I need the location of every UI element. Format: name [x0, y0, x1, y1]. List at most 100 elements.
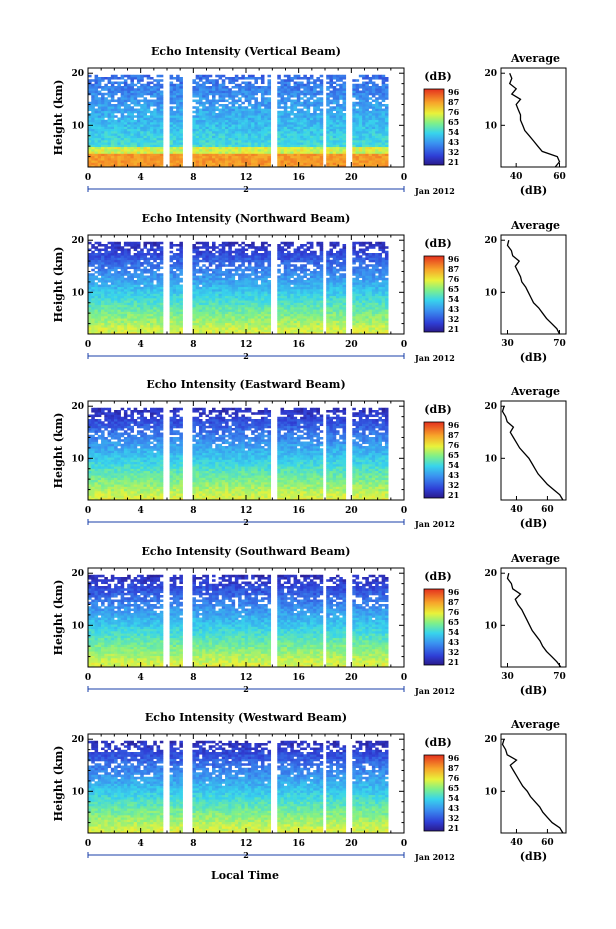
heatmap-cell	[192, 160, 196, 163]
heatmap-cell	[133, 271, 138, 274]
heatmap-cell	[94, 160, 99, 163]
heatmap-cell	[384, 90, 389, 94]
heatmap-cell	[114, 307, 118, 310]
heatmap-cell	[156, 264, 161, 267]
heatmap-cell	[123, 253, 128, 256]
heatmap-cell	[267, 104, 272, 107]
heatmap-cell	[254, 262, 258, 265]
heatmap-cell	[117, 149, 121, 152]
heatmap-cell	[257, 293, 262, 297]
heatmap-cell	[303, 99, 307, 103]
heatmap-cell	[107, 309, 112, 312]
heatmap-cell	[140, 255, 144, 258]
heatmap-cell	[130, 106, 134, 109]
heatmap-cell	[365, 117, 369, 121]
heatmap-cell	[319, 115, 324, 118]
heatmap-cell	[91, 286, 95, 290]
heatmap-cell	[159, 298, 164, 301]
heatmap-cell	[257, 119, 262, 123]
heatmap-cell	[146, 153, 151, 157]
heatmap-cell	[254, 128, 258, 132]
heatmap-cell	[179, 304, 183, 308]
heatmap-cell	[110, 126, 115, 130]
heatmap-cell	[159, 262, 164, 265]
heatmap-cell	[293, 131, 298, 134]
heatmap-cell	[355, 122, 360, 125]
heatmap-cell	[228, 298, 232, 301]
heatmap-cell	[140, 137, 144, 141]
heatmap-cell	[104, 97, 108, 100]
heatmap-cell	[221, 115, 226, 118]
heatmap-cell	[198, 275, 203, 279]
heatmap-cell	[378, 88, 382, 91]
heatmap-cell	[150, 135, 154, 139]
heatmap-cell	[127, 162, 131, 166]
heatmap-cell	[362, 131, 366, 134]
heatmap-cell	[107, 257, 112, 261]
heatmap-cell	[225, 284, 229, 288]
heatmap-cell	[375, 83, 379, 87]
heatmap-cell	[238, 311, 242, 315]
heatmap-cell	[316, 79, 320, 82]
heatmap-cell	[293, 106, 298, 109]
heatmap-cell	[277, 110, 281, 114]
heatmap-cell	[195, 271, 200, 274]
heatmap-cell	[247, 264, 252, 267]
heatmap-cell	[234, 140, 239, 143]
heatmap-cell	[114, 257, 118, 261]
heatmap-cell	[153, 289, 157, 292]
heatmap-cell	[97, 101, 102, 105]
heatmap-cell	[267, 101, 272, 105]
heatmap-cell	[146, 88, 151, 91]
heatmap-cell	[114, 300, 118, 303]
heatmap-cell	[371, 133, 376, 136]
heatmap-cell	[362, 108, 366, 112]
heatmap-cell	[212, 126, 216, 130]
heatmap-cell	[247, 119, 252, 123]
heatmap-cell	[355, 101, 360, 105]
heatmap-cell	[143, 104, 148, 107]
heatmap-cell	[241, 160, 245, 163]
heatmap-cell	[332, 101, 337, 105]
heatmap-cell	[94, 327, 99, 330]
heatmap-cell	[225, 119, 229, 123]
heatmap-cell	[97, 122, 102, 125]
heatmap-cell	[94, 300, 99, 303]
heatmap-cell	[332, 155, 337, 159]
heatmap-cell	[234, 106, 239, 109]
heatmap-cell	[339, 158, 343, 161]
heatmap-cell	[296, 160, 301, 163]
heatmap-cell	[212, 90, 216, 94]
heatmap-cell	[378, 117, 382, 121]
heatmap-cell	[198, 77, 203, 80]
heatmap-cell	[133, 162, 138, 166]
heatmap-cell	[264, 122, 268, 125]
heatmap-cell	[378, 92, 382, 96]
heatmap-cell	[172, 122, 177, 125]
heatmap-cell	[280, 101, 285, 105]
heatmap-cell	[371, 137, 376, 141]
heatmap-cell	[107, 153, 112, 157]
heatmap-cell	[339, 155, 343, 159]
heatmap-cell	[303, 144, 307, 148]
heatmap-cell	[257, 325, 262, 328]
heatmap-cell	[342, 77, 347, 80]
heatmap-cell	[94, 329, 99, 333]
heatmap-cell	[156, 128, 161, 132]
heatmap-cell	[264, 119, 268, 123]
heatmap-cell	[101, 327, 105, 330]
heatmap-cell	[342, 106, 347, 109]
heatmap-cell	[101, 146, 105, 150]
heatmap-cell	[358, 153, 363, 157]
heatmap-cell	[329, 113, 334, 116]
heatmap-cell	[153, 316, 157, 319]
heatmap-cell	[212, 271, 216, 274]
heatmap-cell	[296, 83, 301, 87]
heatmap-cell	[136, 77, 141, 80]
heatmap-cell	[179, 131, 183, 134]
heatmap-cell	[335, 113, 340, 116]
heatmap-cell	[179, 77, 183, 80]
heatmap-cell	[101, 280, 105, 283]
heatmap-cell	[231, 331, 236, 335]
heatmap-cell	[192, 309, 196, 312]
